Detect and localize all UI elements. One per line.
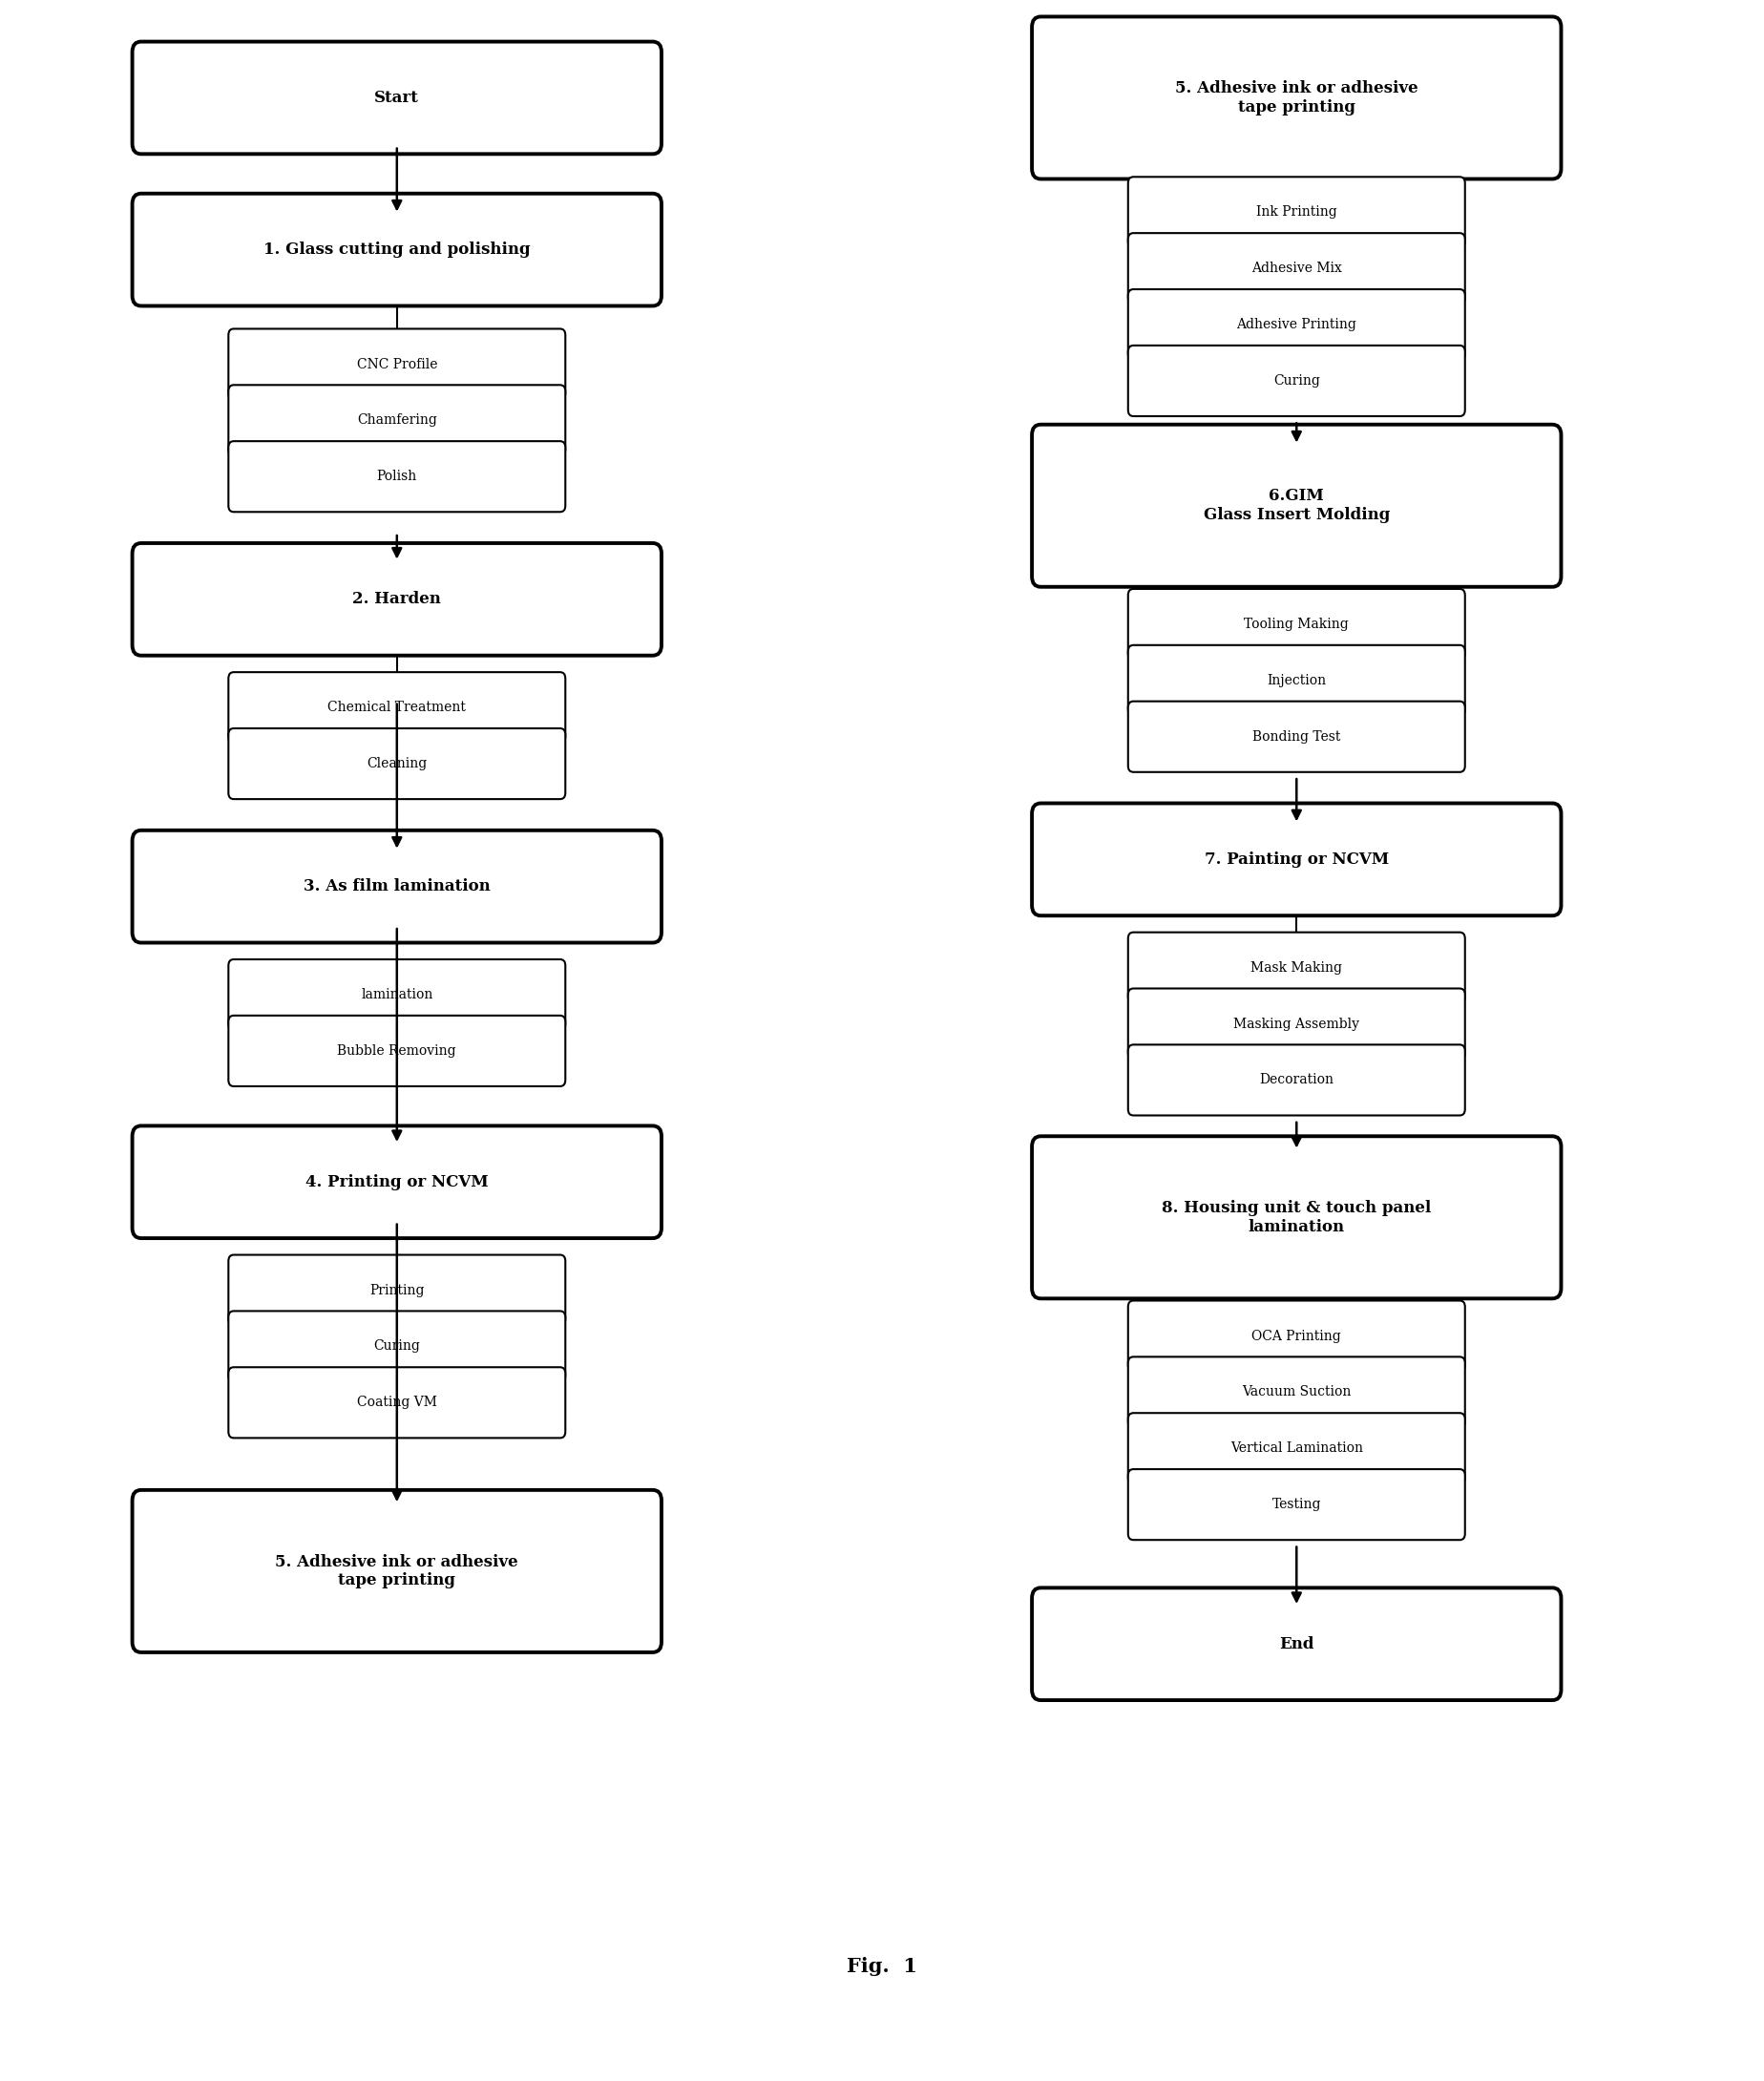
Text: Bubble Removing: Bubble Removing bbox=[337, 1045, 457, 1057]
Text: 1. Glass cutting and polishing: 1. Glass cutting and polishing bbox=[263, 241, 531, 258]
FancyBboxPatch shape bbox=[132, 194, 662, 306]
FancyBboxPatch shape bbox=[132, 830, 662, 943]
FancyBboxPatch shape bbox=[229, 385, 564, 456]
FancyBboxPatch shape bbox=[1032, 425, 1561, 587]
Text: 2. Harden: 2. Harden bbox=[353, 591, 441, 608]
FancyBboxPatch shape bbox=[1129, 1413, 1464, 1484]
FancyBboxPatch shape bbox=[1032, 17, 1561, 179]
FancyBboxPatch shape bbox=[1129, 589, 1464, 660]
Text: 5. Adhesive ink or adhesive
tape printing: 5. Adhesive ink or adhesive tape printin… bbox=[275, 1555, 519, 1588]
Text: 3. As film lamination: 3. As film lamination bbox=[303, 878, 490, 895]
FancyBboxPatch shape bbox=[132, 1126, 662, 1238]
Text: Start: Start bbox=[374, 89, 420, 106]
Text: Chemical Treatment: Chemical Treatment bbox=[328, 701, 466, 714]
Text: Cleaning: Cleaning bbox=[367, 757, 427, 770]
Text: Decoration: Decoration bbox=[1259, 1074, 1334, 1086]
Text: lamination: lamination bbox=[362, 988, 432, 1001]
FancyBboxPatch shape bbox=[1032, 1588, 1561, 1700]
Text: Testing: Testing bbox=[1272, 1498, 1321, 1511]
FancyBboxPatch shape bbox=[1129, 233, 1464, 304]
Text: 6.GIM
Glass Insert Molding: 6.GIM Glass Insert Molding bbox=[1203, 489, 1390, 522]
Text: 8. Housing unit & touch panel
lamination: 8. Housing unit & touch panel lamination bbox=[1162, 1201, 1431, 1234]
Text: Injection: Injection bbox=[1267, 674, 1327, 687]
FancyBboxPatch shape bbox=[1032, 803, 1561, 916]
Text: Adhesive Mix: Adhesive Mix bbox=[1251, 262, 1342, 275]
Text: End: End bbox=[1279, 1636, 1314, 1652]
FancyBboxPatch shape bbox=[1129, 701, 1464, 772]
Text: CNC Profile: CNC Profile bbox=[356, 358, 437, 370]
Text: Coating VM: Coating VM bbox=[356, 1396, 437, 1409]
FancyBboxPatch shape bbox=[1129, 1469, 1464, 1540]
Text: Masking Assembly: Masking Assembly bbox=[1233, 1018, 1360, 1030]
FancyBboxPatch shape bbox=[1129, 932, 1464, 1003]
Text: Printing: Printing bbox=[369, 1284, 425, 1296]
Text: 4. Printing or NCVM: 4. Printing or NCVM bbox=[305, 1174, 489, 1190]
FancyBboxPatch shape bbox=[229, 329, 564, 400]
Text: Vertical Lamination: Vertical Lamination bbox=[1230, 1442, 1364, 1455]
FancyBboxPatch shape bbox=[229, 1255, 564, 1326]
FancyBboxPatch shape bbox=[229, 1016, 564, 1086]
Text: Fig.  1: Fig. 1 bbox=[847, 1956, 917, 1977]
Text: Adhesive Printing: Adhesive Printing bbox=[1237, 318, 1357, 331]
Text: Vacuum Suction: Vacuum Suction bbox=[1242, 1386, 1351, 1398]
FancyBboxPatch shape bbox=[1129, 645, 1464, 716]
FancyBboxPatch shape bbox=[132, 543, 662, 656]
FancyBboxPatch shape bbox=[1129, 345, 1464, 416]
Text: Chamfering: Chamfering bbox=[356, 414, 437, 427]
FancyBboxPatch shape bbox=[229, 1367, 564, 1438]
FancyBboxPatch shape bbox=[229, 672, 564, 743]
FancyBboxPatch shape bbox=[1032, 1136, 1561, 1299]
Text: Ink Printing: Ink Printing bbox=[1256, 206, 1337, 219]
Text: Curing: Curing bbox=[1274, 375, 1319, 387]
FancyBboxPatch shape bbox=[229, 728, 564, 799]
Text: 5. Adhesive ink or adhesive
tape printing: 5. Adhesive ink or adhesive tape printin… bbox=[1175, 81, 1418, 114]
FancyBboxPatch shape bbox=[132, 42, 662, 154]
FancyBboxPatch shape bbox=[229, 1311, 564, 1382]
Text: Tooling Making: Tooling Making bbox=[1244, 618, 1349, 631]
Text: OCA Printing: OCA Printing bbox=[1252, 1330, 1341, 1342]
Text: Bonding Test: Bonding Test bbox=[1252, 730, 1341, 743]
FancyBboxPatch shape bbox=[229, 959, 564, 1030]
FancyBboxPatch shape bbox=[229, 441, 564, 512]
FancyBboxPatch shape bbox=[1129, 988, 1464, 1059]
Text: Mask Making: Mask Making bbox=[1251, 961, 1342, 974]
FancyBboxPatch shape bbox=[1129, 289, 1464, 360]
Text: Polish: Polish bbox=[377, 470, 416, 483]
FancyBboxPatch shape bbox=[1129, 177, 1464, 248]
FancyBboxPatch shape bbox=[1129, 1301, 1464, 1371]
FancyBboxPatch shape bbox=[1129, 1357, 1464, 1428]
FancyBboxPatch shape bbox=[1129, 1045, 1464, 1115]
Text: Curing: Curing bbox=[374, 1340, 420, 1353]
Text: 7. Painting or NCVM: 7. Painting or NCVM bbox=[1205, 851, 1388, 868]
FancyBboxPatch shape bbox=[132, 1490, 662, 1652]
